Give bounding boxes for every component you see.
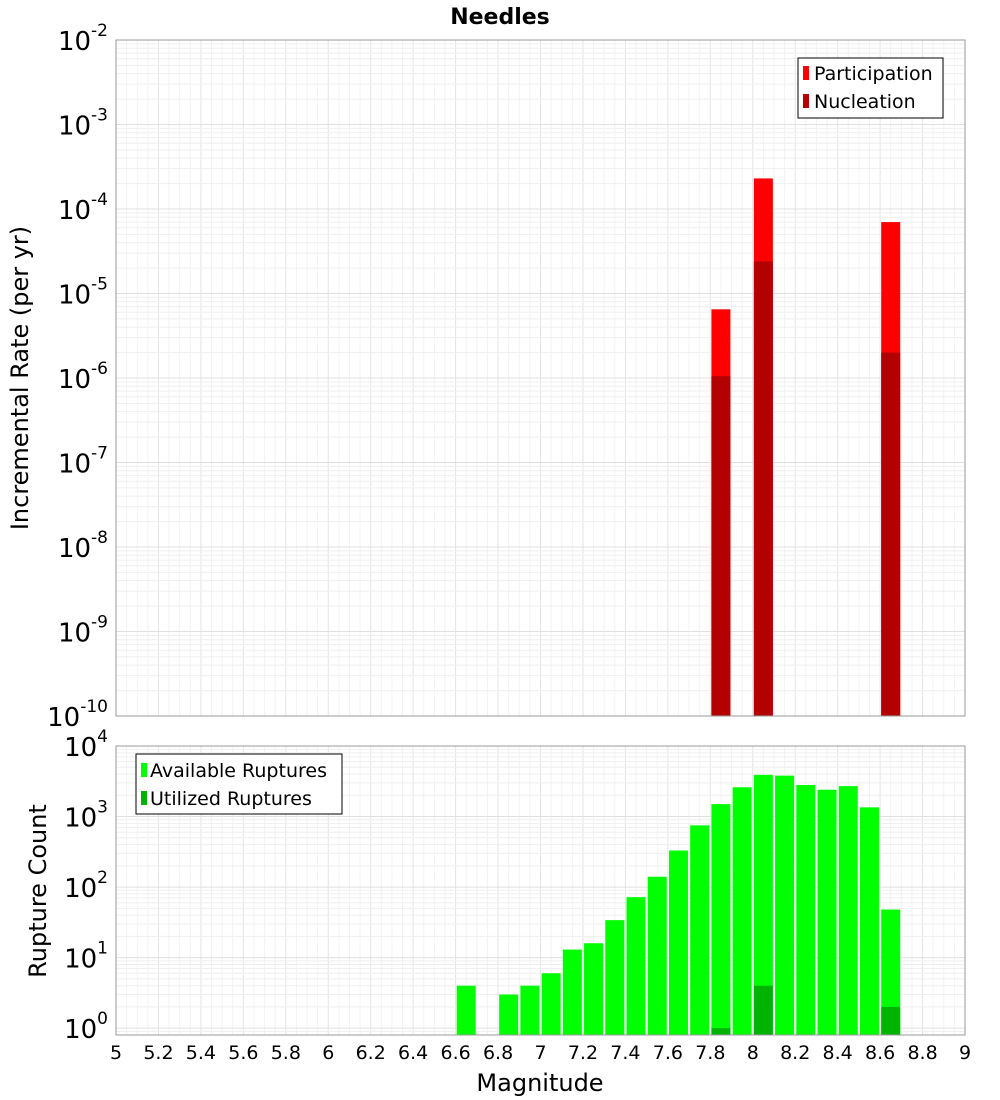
bar-utilized-ruptures: [711, 1028, 731, 1035]
bar-utilized-ruptures: [753, 985, 773, 1035]
y-tick-label: 10-10: [47, 697, 108, 733]
top-plot: 10-10 10-9 10-8 10-7 10-6 10-5 10-4 10-3 10-2 In…: [6, 21, 966, 733]
bottom-plot: 100 101 102 103 104 5 5.2 5.4 5.6 5.8 6 6.2 6.4 6.6 6…: [24, 727, 971, 1097]
y-tick-label: 10-2: [58, 21, 108, 57]
bar-available-ruptures: [859, 807, 879, 1035]
bar-available-ruptures: [647, 876, 667, 1035]
x-tick-label: 5: [110, 1042, 122, 1064]
top-bars: [711, 178, 901, 717]
y-tick-label: 10-3: [58, 106, 108, 142]
x-tick-label: 7.4: [610, 1042, 640, 1064]
bar-available-ruptures: [626, 897, 646, 1035]
bar-utilized-ruptures: [881, 1006, 901, 1035]
x-tick-label: 5.8: [271, 1042, 301, 1064]
bar-available-ruptures: [796, 784, 816, 1035]
x-tick-label: 6.6: [440, 1042, 470, 1064]
x-tick-label: 6: [322, 1042, 334, 1064]
bar-available-ruptures: [541, 973, 561, 1035]
x-tick-label: 8.2: [780, 1042, 810, 1064]
legend-swatch-available: [141, 763, 147, 777]
y-tick-label: 10-4: [58, 190, 108, 226]
bar-available-ruptures: [520, 985, 540, 1035]
y-tick-label: 103: [64, 798, 108, 834]
y-tick-label: 10-8: [58, 528, 108, 564]
bar-available-ruptures: [775, 775, 795, 1035]
y-tick-label: 10-7: [58, 444, 108, 480]
chart-title: Needles: [450, 5, 550, 30]
bar-available-ruptures: [668, 850, 688, 1035]
top-legend: Participation Nucleation: [797, 57, 944, 119]
x-tick-label: 6.4: [398, 1042, 428, 1064]
x-tick-label: 5.4: [186, 1042, 216, 1064]
bar-nucleation: [711, 376, 731, 716]
y-tick-label: 10-9: [58, 613, 108, 649]
bar-available-ruptures: [584, 943, 604, 1035]
bar-nucleation: [881, 352, 901, 716]
legend-label-utilized: Utilized Ruptures: [150, 788, 312, 810]
bar-available-ruptures: [753, 774, 773, 1035]
y-tick-label: 102: [64, 868, 108, 904]
y-tick-label: 104: [64, 727, 108, 763]
legend-swatch-participation: [803, 66, 809, 80]
x-tick-label: 7.6: [653, 1042, 683, 1064]
bar-available-ruptures: [690, 825, 710, 1035]
bottom-y-tick-labels: 100 101 102 103 104: [64, 727, 108, 1045]
x-tick-label: 8: [747, 1042, 759, 1064]
bottom-legend: Available Ruptures Utilized Ruptures: [135, 753, 343, 815]
top-plot-border: [115, 39, 966, 717]
y-tick-label: 10-6: [58, 359, 108, 395]
y-tick-label: 101: [64, 939, 108, 975]
bar-available-ruptures: [817, 789, 837, 1035]
x-tick-label: 8.8: [907, 1042, 937, 1064]
x-tick-label: 6.2: [356, 1042, 386, 1064]
legend-swatch-utilized: [141, 791, 147, 805]
y-tick-label: 10-5: [58, 275, 108, 311]
bottom-plot-border: [115, 745, 966, 1036]
top-grid: [115, 39, 966, 717]
bar-available-ruptures: [499, 994, 519, 1035]
legend-label-available: Available Ruptures: [150, 760, 327, 782]
bottom-legend-box: [135, 753, 343, 815]
x-tick-label: 7.8: [695, 1042, 725, 1064]
bottom-y-axis-label: Rupture Count: [24, 804, 52, 978]
x-tick-label: 9: [959, 1042, 971, 1064]
x-tick-label: 6.8: [483, 1042, 513, 1064]
bar-available-ruptures: [711, 804, 731, 1035]
bar-available-ruptures: [562, 949, 582, 1035]
bar-available-ruptures: [881, 909, 901, 1035]
x-tick-label: 5.6: [228, 1042, 258, 1064]
x-tick-label: 8.6: [865, 1042, 895, 1064]
x-tick-labels: 5 5.2 5.4 5.6 5.8 6 6.2 6.4 6.6 6.8 7 7.2 7.4 7.6 7.8 8…: [110, 1042, 971, 1064]
bottom-bars: [456, 774, 901, 1035]
legend-label-participation: Participation: [814, 63, 933, 85]
top-legend-box: [797, 57, 944, 119]
bar-available-ruptures: [838, 786, 858, 1035]
top-y-tick-labels: 10-10 10-9 10-8 10-7 10-6 10-5 10-4 10-3 10-2: [47, 21, 108, 733]
bar-available-ruptures: [456, 985, 476, 1035]
legend-swatch-nucleation: [803, 94, 809, 108]
x-tick-label: 8.4: [823, 1042, 853, 1064]
x-tick-label: 7: [534, 1042, 546, 1064]
bar-available-ruptures: [732, 787, 752, 1035]
x-axis-label: Magnitude: [476, 1069, 603, 1097]
y-tick-label: 100: [64, 1009, 108, 1045]
bar-nucleation: [753, 261, 773, 716]
x-tick-label: 5.2: [143, 1042, 173, 1064]
legend-label-nucleation: Nucleation: [814, 91, 916, 113]
x-tick-label: 7.2: [568, 1042, 598, 1064]
bar-available-ruptures: [605, 920, 625, 1035]
top-y-axis-label: Incremental Rate (per yr): [6, 226, 34, 530]
